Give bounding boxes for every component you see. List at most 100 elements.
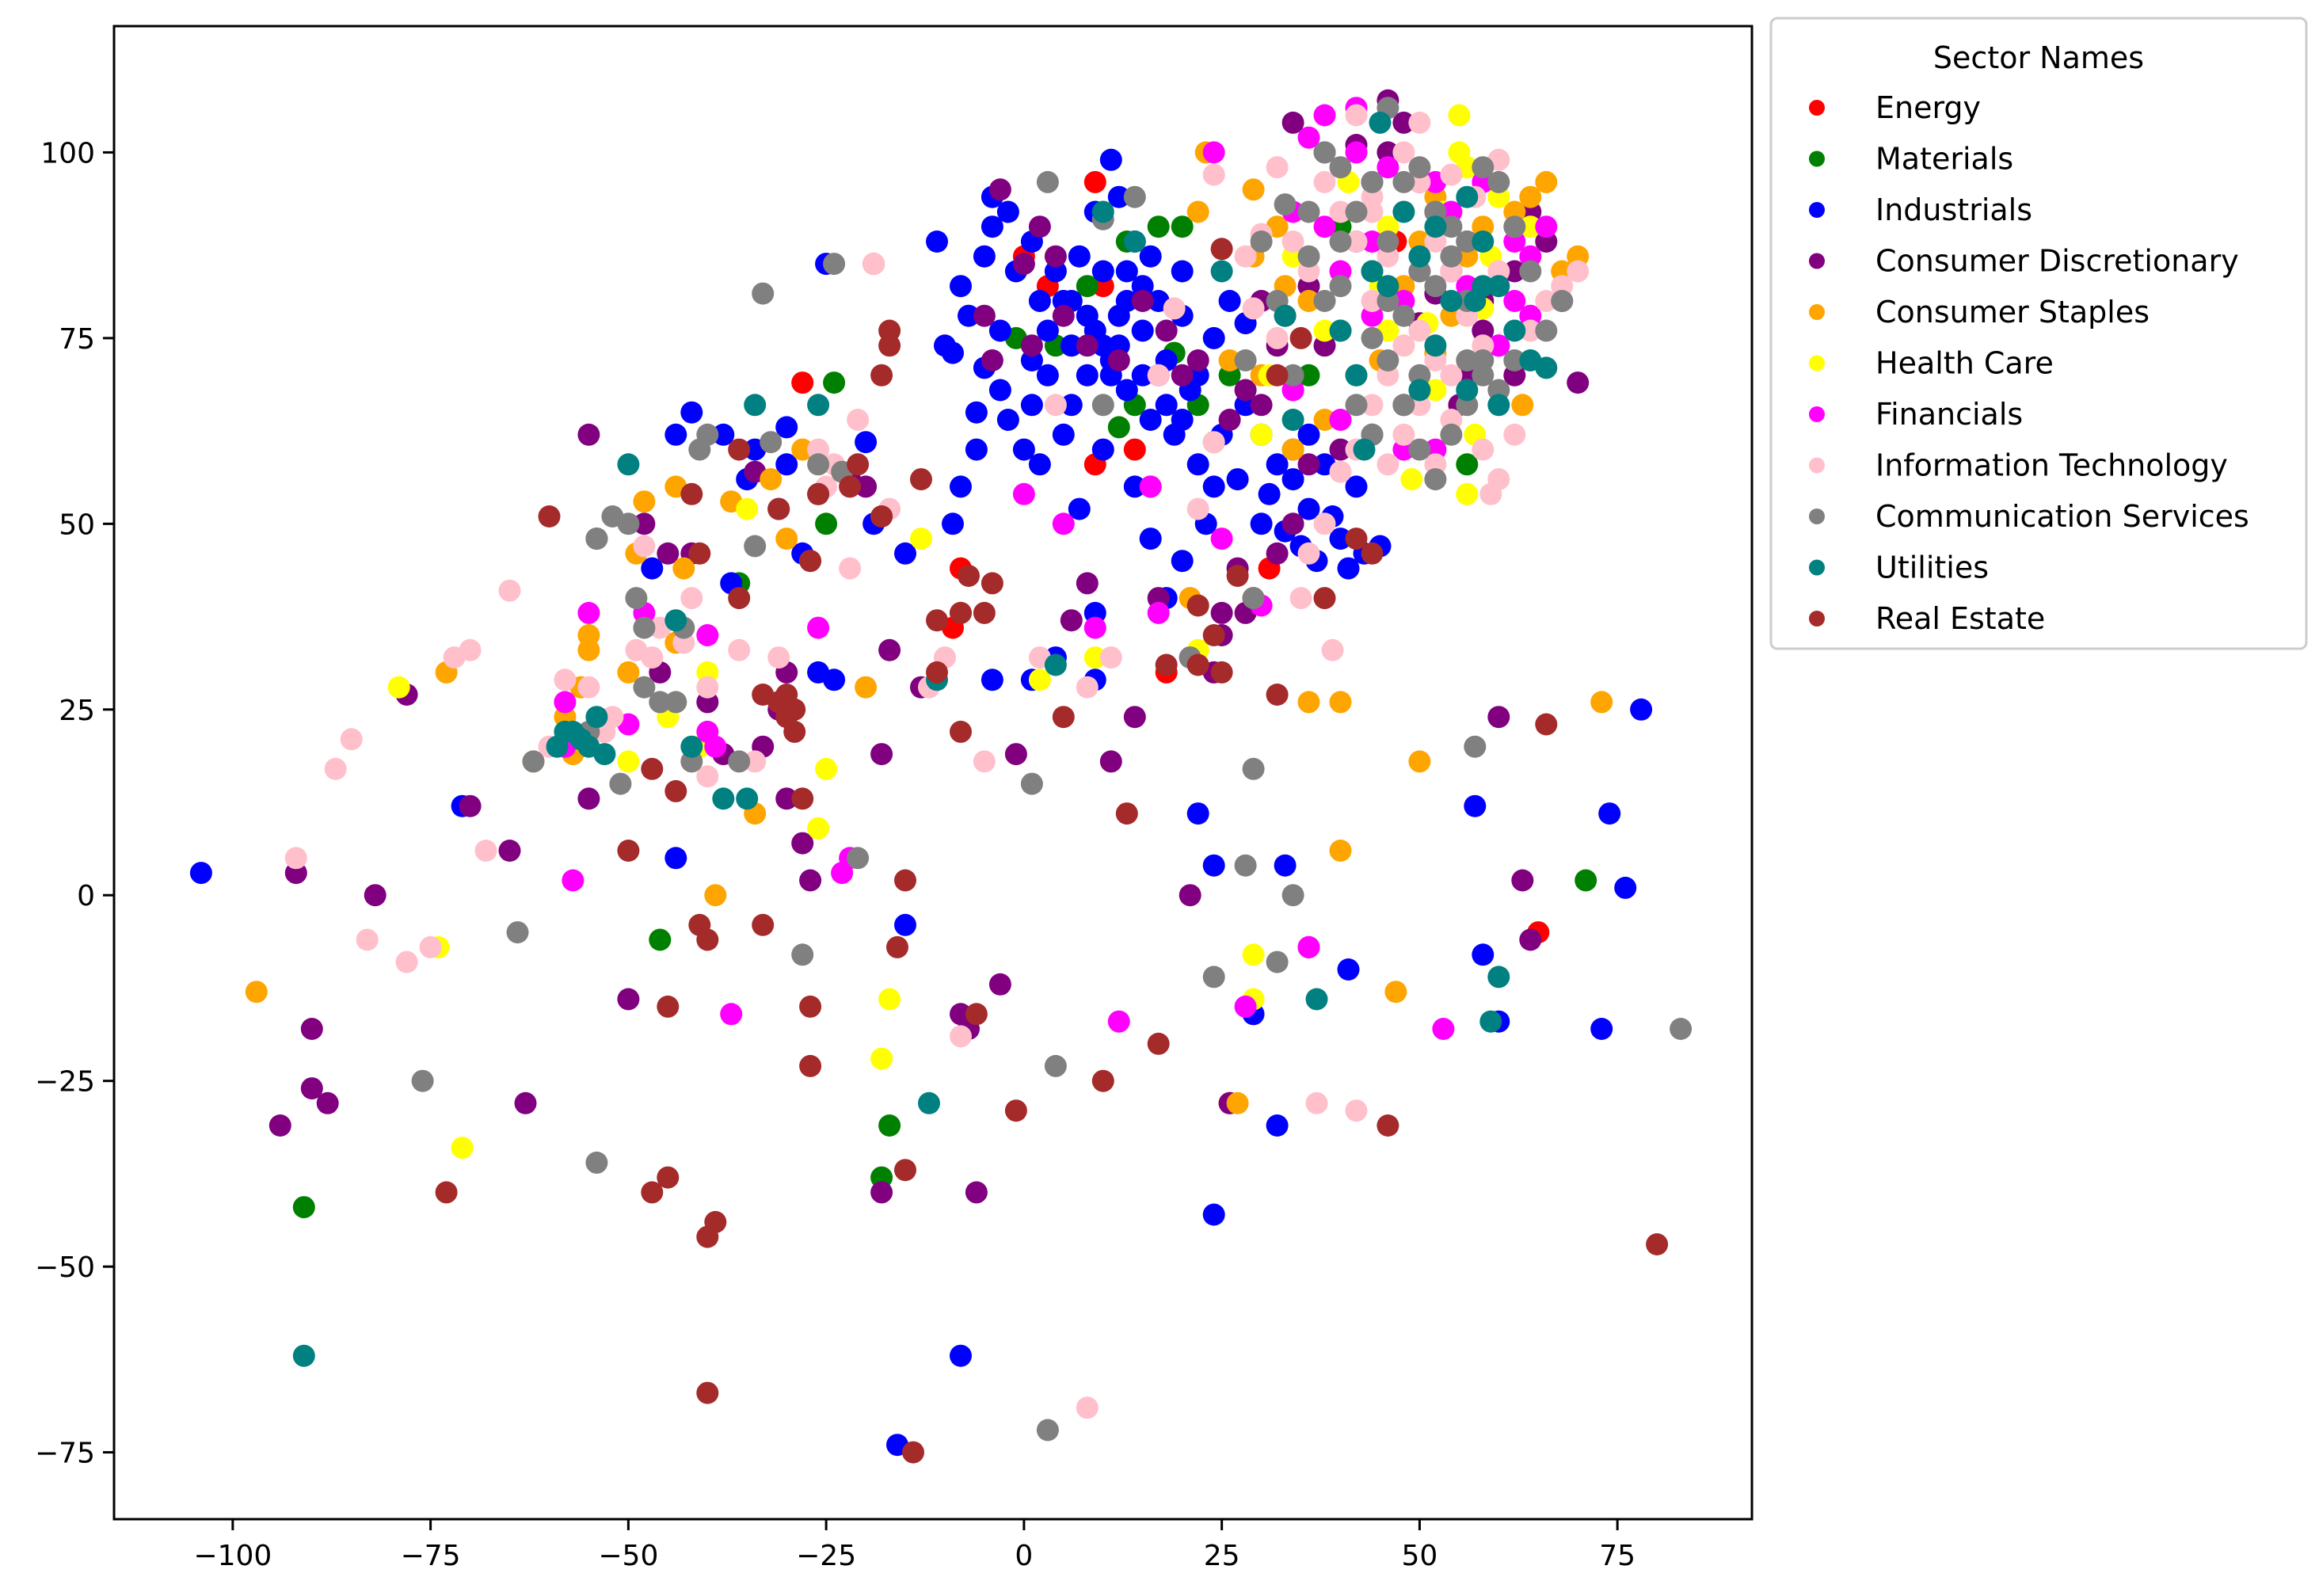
data-point	[791, 943, 814, 966]
data-point	[1076, 676, 1099, 699]
legend-entry: Materials	[1809, 142, 2013, 177]
data-point	[791, 832, 814, 855]
data-point	[1345, 104, 1368, 127]
data-point	[878, 1114, 901, 1137]
data-point	[1258, 482, 1281, 505]
series-8	[411, 97, 1693, 1442]
data-point	[1313, 170, 1336, 193]
data-point	[878, 988, 901, 1011]
data-point	[1519, 928, 1542, 951]
data-point	[965, 438, 988, 461]
data-point	[1590, 1018, 1613, 1040]
data-point	[1004, 1099, 1027, 1122]
data-point	[1345, 230, 1368, 253]
data-point	[633, 676, 656, 699]
data-point	[1377, 349, 1399, 371]
data-point	[996, 409, 1019, 431]
data-point	[292, 1344, 315, 1367]
data-point	[1345, 200, 1368, 223]
data-point	[1535, 170, 1558, 193]
x-tick-label: −100	[193, 1540, 272, 1572]
data-point	[1028, 290, 1051, 312]
data-point	[988, 319, 1011, 342]
data-point	[1091, 438, 1114, 461]
data-point	[1377, 230, 1399, 253]
data-point	[1036, 364, 1059, 387]
data-point	[1472, 230, 1495, 253]
legend-label: Consumer Staples	[1875, 295, 2150, 329]
data-point	[1479, 1010, 1502, 1033]
data-point	[839, 557, 862, 580]
data-point	[1274, 854, 1297, 877]
data-point	[1329, 840, 1352, 862]
data-point	[728, 438, 751, 461]
data-point	[1123, 185, 1146, 208]
data-point	[625, 587, 648, 610]
data-point	[1242, 587, 1265, 610]
data-point	[1337, 557, 1360, 580]
data-point	[1630, 698, 1653, 721]
data-point	[886, 935, 908, 958]
data-point	[1012, 438, 1035, 461]
data-point	[387, 676, 410, 699]
legend-entries: Energy Materials Industrials Consumer Discr…	[1809, 90, 2249, 636]
data-point	[1091, 200, 1114, 223]
data-point	[1614, 876, 1637, 899]
x-axis: −100 −75 −50 −25 0 25 50 75	[193, 1519, 1635, 1572]
data-points-layer	[189, 89, 1693, 1464]
data-point	[1313, 512, 1336, 535]
data-point	[1353, 438, 1376, 461]
data-point	[704, 884, 727, 907]
data-point	[1202, 624, 1225, 646]
data-point	[1147, 364, 1170, 387]
data-point	[1107, 416, 1130, 439]
data-point	[1115, 379, 1138, 402]
data-point	[1202, 326, 1225, 349]
data-point	[474, 840, 497, 862]
data-point	[617, 988, 640, 1011]
data-point	[1361, 542, 1384, 565]
data-point	[356, 928, 379, 951]
data-point	[1345, 1099, 1368, 1122]
data-point	[1535, 290, 1558, 312]
data-point	[1575, 869, 1597, 892]
data-point	[973, 750, 996, 773]
data-point	[1297, 126, 1320, 149]
data-point	[680, 735, 703, 758]
data-point	[996, 200, 1019, 223]
data-point	[1329, 691, 1352, 714]
data-point	[1289, 587, 1312, 610]
data-point	[704, 735, 727, 758]
data-point	[1472, 364, 1495, 387]
y-tick-label: 0	[77, 880, 95, 912]
data-point	[522, 750, 545, 773]
data-point	[1028, 215, 1051, 238]
data-point	[981, 668, 1003, 691]
data-point	[562, 869, 585, 892]
data-point	[1535, 713, 1558, 736]
data-point	[364, 884, 386, 907]
data-point	[760, 468, 783, 491]
data-point	[1076, 334, 1099, 357]
data-point	[641, 1181, 664, 1204]
data-point	[1266, 1114, 1289, 1137]
data-point	[593, 743, 616, 766]
data-point	[1377, 275, 1399, 298]
data-point	[633, 490, 656, 513]
data-point	[950, 1344, 972, 1367]
data-point	[1519, 185, 1542, 208]
data-point	[1487, 394, 1510, 417]
legend-marker	[1809, 100, 1825, 116]
data-point	[1123, 706, 1146, 729]
data-point	[728, 587, 751, 610]
data-point	[744, 535, 767, 558]
data-point	[1487, 275, 1510, 298]
data-point	[1044, 653, 1067, 676]
data-point	[1297, 497, 1320, 520]
data-point	[1036, 319, 1059, 342]
data-point	[585, 528, 608, 550]
data-point	[617, 840, 640, 862]
data-point	[1361, 394, 1384, 417]
data-point	[1432, 1018, 1455, 1040]
data-point	[1186, 349, 1209, 371]
